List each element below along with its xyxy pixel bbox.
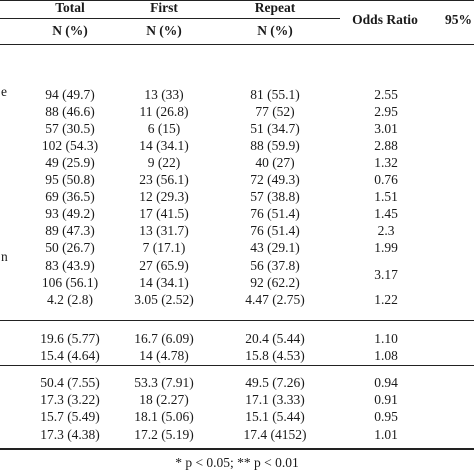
cell-or: 0.94	[374, 375, 398, 390]
cell-total: 17.3 (4.38)	[40, 426, 100, 442]
cell-or: 0.76	[374, 172, 398, 188]
cell-first: 6 (15)	[147, 121, 181, 137]
cell-first: 13 (33)	[144, 87, 184, 102]
cell-first: 7 (17.1)	[142, 240, 186, 256]
cell-or: 3.01	[374, 121, 398, 137]
cell-total: 88 (46.6)	[45, 104, 95, 120]
cell-first: 11 (26.8)	[139, 104, 189, 120]
cell-or: 1.08	[374, 348, 398, 363]
cell-total: 93 (49.2)	[45, 206, 95, 222]
cell-repeat: 49.5 (7.26)	[245, 375, 305, 390]
cell-first: 18 (2.27)	[139, 392, 189, 408]
cell-first: 27 (65.9)	[139, 257, 189, 273]
cell-or: 2.88	[374, 138, 398, 154]
cell-repeat: 17.1 (3.33)	[245, 392, 305, 408]
cell-total: 50 (26.7)	[45, 240, 95, 256]
cell-or: 2.95	[374, 104, 398, 120]
cell-or: 1.01	[374, 426, 398, 442]
cell-total: 49 (25.9)	[45, 155, 95, 171]
top-rule	[0, 0, 474, 1]
section-2-rule	[0, 365, 474, 366]
cell-repeat: 81 (55.1)	[250, 87, 300, 102]
cell-or: 1.45	[374, 206, 398, 222]
cell-first: 13 (31.7)	[139, 223, 189, 239]
cell-repeat: 77 (52)	[255, 104, 295, 120]
cell-total: 95 (50.8)	[45, 172, 95, 188]
row-label-fragment-10: n	[1, 249, 8, 264]
cell-total: 15.7 (5.49)	[40, 409, 100, 425]
cell-repeat: 40 (27)	[255, 155, 295, 171]
cell-repeat: 76 (51.4)	[250, 223, 300, 239]
cell-repeat: 4.47 (2.75)	[245, 291, 305, 307]
cell-repeat: 72 (49.3)	[250, 172, 300, 188]
row-label-fragment-1: e	[1, 84, 7, 99]
footnote: * p < 0.05; ** p < 0.01	[175, 455, 299, 470]
cell-first: 23 (56.1)	[139, 172, 189, 188]
cell-first: 14 (34.1)	[139, 274, 189, 290]
cell-first: 18.1 (5.06)	[134, 409, 194, 425]
cell-repeat: 56 (37.8)	[250, 257, 300, 273]
header-odds-ratio: Odds Ratio	[352, 12, 418, 27]
cell-first: 17.2 (5.19)	[134, 426, 194, 442]
header-total: Total	[55, 0, 85, 15]
cell-or: 1.51	[374, 189, 398, 205]
cell-repeat: 57 (38.8)	[250, 189, 300, 205]
cell-or: 2.3	[377, 223, 395, 239]
cell-repeat: 43 (29.1)	[250, 240, 300, 256]
cell-first: 16.7 (6.09)	[134, 331, 194, 346]
cell-total: 50.4 (7.55)	[40, 375, 100, 390]
cell-repeat: 17.4 (4152)	[243, 426, 307, 442]
cell-or: 3.17	[374, 266, 398, 282]
cell-first: 3.05 (2.52)	[134, 291, 194, 307]
cell-first: 14 (34.1)	[139, 138, 189, 154]
cell-first: 12 (29.3)	[139, 189, 189, 205]
cell-first: 53.3 (7.91)	[134, 375, 194, 390]
cell-total: 15.4 (4.64)	[40, 348, 100, 363]
cell-total: 102 (54.3)	[41, 138, 99, 154]
cell-repeat: 15.1 (5.44)	[245, 409, 305, 425]
section-1-rule	[0, 320, 474, 321]
subheader-first: N (%)	[146, 23, 182, 38]
header-first: First	[150, 0, 178, 15]
cell-or: 0.95	[374, 409, 398, 425]
cell-total: 69 (36.5)	[45, 189, 95, 205]
cell-first: 9 (22)	[147, 155, 181, 171]
cell-or: 1.32	[374, 155, 398, 171]
cell-repeat: 88 (59.9)	[250, 138, 300, 154]
cell-total: 19.6 (5.77)	[40, 331, 100, 346]
cell-total: 83 (43.9)	[45, 257, 95, 273]
cell-repeat: 51 (34.7)	[250, 121, 300, 137]
cell-repeat: 20.4 (5.44)	[245, 331, 305, 346]
cell-repeat: 15.8 (4.53)	[245, 348, 305, 363]
cell-first: 14 (4.78)	[139, 348, 189, 363]
cell-or: 1.99	[374, 240, 398, 256]
cell-repeat: 92 (62.2)	[250, 274, 300, 290]
cell-total: 57 (30.5)	[45, 121, 95, 137]
cell-total: 94 (49.7)	[45, 87, 95, 102]
cell-total: 17.3 (3.22)	[40, 392, 100, 408]
header-underline	[0, 18, 340, 19]
cell-or: 1.10	[374, 331, 398, 346]
cell-or: 1.22	[374, 291, 398, 307]
cell-total: 89 (47.3)	[45, 223, 95, 239]
subheader-repeat: N (%)	[257, 23, 293, 38]
header-bottom-rule	[0, 44, 474, 45]
cell-repeat: 76 (51.4)	[250, 206, 300, 222]
bottom-rule	[0, 448, 474, 450]
subheader-total: N (%)	[52, 23, 88, 38]
cell-total: 106 (56.1)	[41, 274, 99, 290]
cell-first: 17 (41.5)	[139, 206, 189, 222]
cell-total: 4.2 (2.8)	[46, 291, 94, 307]
header-repeat: Repeat	[254, 0, 296, 15]
header-ci: 95%	[445, 12, 472, 27]
cell-or: 0.91	[374, 392, 398, 408]
cell-or: 2.55	[374, 87, 398, 102]
